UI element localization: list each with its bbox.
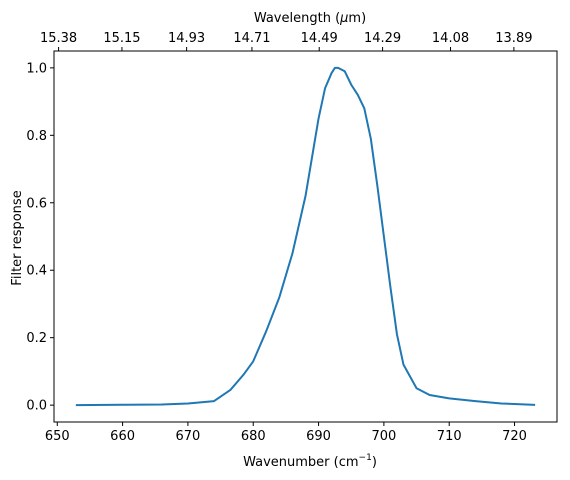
x2-tick-label: 14.93: [168, 31, 205, 46]
y-tick-label: 0.0: [26, 399, 47, 414]
x2-tick-label: 14.08: [432, 31, 469, 46]
x-tick-label: 680: [241, 429, 266, 444]
series-line-0: [75, 66, 536, 407]
x-tick-label: 710: [437, 429, 462, 444]
x-tick-label: 700: [371, 429, 396, 444]
y-tick-label: 0.4: [26, 264, 47, 279]
y-tick-label: 0.6: [26, 196, 47, 211]
x2-tick-label: 15.38: [40, 31, 77, 46]
x2-tick-label: 13.89: [495, 31, 532, 46]
x-tick-label: 660: [110, 429, 135, 444]
x-tick-label: 650: [45, 429, 70, 444]
x-tick-label: 670: [176, 429, 201, 444]
x2-tick-label: 15.15: [103, 31, 140, 46]
plot-frame: [53, 50, 558, 423]
x-tick-label: 720: [502, 429, 527, 444]
x2-axis-title: Wavelength (μm): [254, 11, 366, 26]
y-tick-label: 0.8: [26, 129, 47, 144]
axes-layer: 650 660 670 680 690 700 710 720 0.0 0.2 0.4 0.6 0.8 1…: [26, 31, 558, 444]
y-tick-label: 0.2: [26, 331, 47, 346]
x2-tick-label: 14.49: [301, 31, 338, 46]
y-tick-label: 1.0: [26, 61, 47, 76]
x-axis-title: Wavenumber (cm−1): [243, 453, 377, 470]
x2-tick-label: 14.29: [364, 31, 401, 46]
x2-tick-label: 14.71: [233, 31, 270, 46]
x-tick-label: 690: [306, 429, 331, 444]
y-axis-title: Filter response: [10, 190, 25, 285]
plot-layer: [75, 66, 536, 407]
